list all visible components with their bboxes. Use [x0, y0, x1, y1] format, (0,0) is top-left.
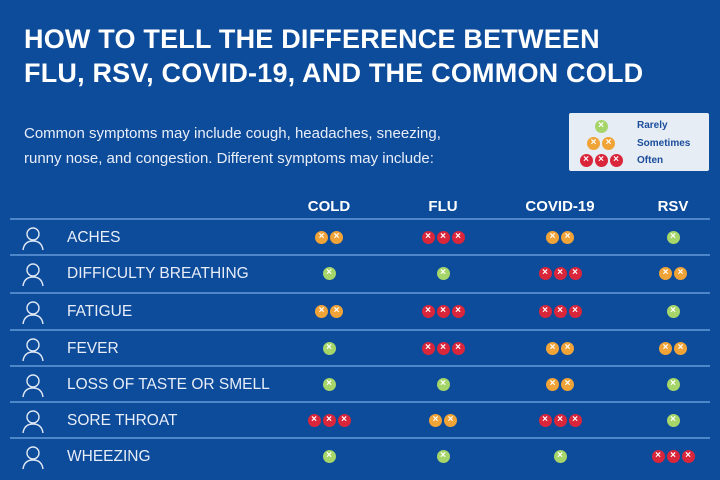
sometimes-indicator: × — [561, 341, 574, 355]
often-indicator: × — [436, 230, 450, 244]
loss-of-taste-smell-icon — [22, 374, 44, 398]
often-indicator: × — [553, 413, 567, 427]
rarely-indicator: × — [666, 377, 680, 391]
sometimes-indicator: × — [674, 266, 687, 280]
sometimes-indicator: × — [561, 377, 574, 391]
sometimes-indicator: × — [444, 413, 457, 427]
often-indicator: × — [538, 413, 552, 427]
often-indicator: × — [436, 304, 450, 318]
often-indicator: × — [307, 413, 321, 427]
fever-icon — [22, 338, 44, 362]
sometimes-indicator: × — [330, 230, 343, 244]
column-header: RSV — [657, 198, 689, 215]
sometimes-indicator: × — [546, 377, 559, 391]
symptom-name: ACHES — [67, 229, 121, 246]
sometimes-dot: × — [587, 136, 600, 150]
rarely-indicator: × — [322, 377, 336, 391]
often-indicator: × — [322, 413, 336, 427]
legend: Rarely Sometimes Often × × × × × × — [569, 113, 709, 171]
often-indicator: × — [553, 266, 567, 280]
table-row: ACHES × × × × × × × × — [10, 218, 710, 256]
sometimes-indicator: × — [659, 341, 672, 355]
title-line-1: HOW TO TELL THE DIFFERENCE BETWEEN — [24, 24, 600, 54]
often-dot: × — [594, 153, 608, 167]
rarely-indicator: × — [322, 266, 336, 280]
often-indicator: × — [568, 304, 582, 318]
symptom-name: FATIGUE — [67, 303, 133, 320]
legend-sometimes: Sometimes — [637, 138, 691, 149]
often-indicator: × — [553, 304, 567, 318]
table-row: FATIGUE × × × × × × × × × — [10, 292, 710, 330]
often-indicator: × — [681, 449, 695, 463]
symptom-name: DIFFICULTY BREATHING — [67, 265, 249, 282]
table-row: LOSS OF TASTE OR SMELL × × × × × — [10, 365, 710, 403]
sore-throat-icon — [22, 410, 44, 434]
rarely-indicator: × — [666, 304, 680, 318]
symptom-name: SORE THROAT — [67, 412, 178, 429]
rarely-indicator: × — [666, 230, 680, 244]
rarely-dot: × — [594, 119, 608, 133]
often-indicator: × — [568, 413, 582, 427]
page-title: HOW TO TELL THE DIFFERENCE BETWEEN FLU, … — [24, 22, 643, 90]
sometimes-dot: × — [602, 136, 615, 150]
often-indicator: × — [421, 304, 435, 318]
sometimes-indicator: × — [546, 230, 559, 244]
sometimes-indicator: × — [659, 266, 672, 280]
symptom-name: FEVER — [67, 340, 119, 357]
column-header: COVID-19 — [525, 198, 595, 215]
intro-text: Common symptoms may include cough, heada… — [24, 121, 564, 171]
sometimes-indicator: × — [429, 413, 442, 427]
rarely-indicator: × — [322, 341, 336, 355]
sometimes-indicator: × — [330, 304, 343, 318]
rarely-indicator: × — [553, 449, 567, 463]
legend-rarely: Rarely — [637, 120, 668, 131]
symptom-name: LOSS OF TASTE OR SMELL — [67, 376, 270, 393]
rarely-indicator: × — [666, 413, 680, 427]
often-dot: × — [579, 153, 593, 167]
rarely-indicator: × — [436, 449, 450, 463]
title-line-2: FLU, RSV, COVID-19, AND THE COMMON COLD — [24, 58, 644, 88]
table-row: SORE THROAT × × × × × × × × × — [10, 401, 710, 439]
table-row: DIFFICULTY BREATHING × × × × × × × — [10, 254, 710, 292]
table-row: WHEEZING × × × × × × — [10, 437, 710, 475]
fatigue-icon — [22, 301, 44, 325]
column-header: COLD — [307, 198, 351, 215]
often-indicator: × — [538, 266, 552, 280]
sometimes-indicator: × — [315, 230, 328, 244]
rarely-indicator: × — [436, 377, 450, 391]
legend-often: Often — [637, 155, 664, 166]
sometimes-indicator: × — [315, 304, 328, 318]
column-header: FLU — [428, 198, 458, 215]
aches-icon — [22, 227, 44, 251]
often-indicator: × — [538, 304, 552, 318]
often-indicator: × — [451, 304, 465, 318]
often-indicator: × — [421, 341, 435, 355]
intro-line-1: Common symptoms may include cough, heada… — [24, 125, 441, 142]
difficulty-breathing-icon — [22, 263, 44, 287]
table-row: FEVER × × × × × × × × — [10, 329, 710, 367]
often-indicator: × — [421, 230, 435, 244]
rarely-indicator: × — [436, 266, 450, 280]
often-indicator: × — [651, 449, 665, 463]
often-indicator: × — [337, 413, 351, 427]
often-indicator: × — [436, 341, 450, 355]
sometimes-indicator: × — [546, 341, 559, 355]
often-dot: × — [609, 153, 623, 167]
wheezing-icon — [22, 446, 44, 470]
intro-line-2: runny nose, and congestion. Different sy… — [24, 150, 434, 167]
often-indicator: × — [451, 230, 465, 244]
often-indicator: × — [568, 266, 582, 280]
often-indicator: × — [666, 449, 680, 463]
sometimes-indicator: × — [561, 230, 574, 244]
rarely-indicator: × — [322, 449, 336, 463]
sometimes-indicator: × — [674, 341, 687, 355]
often-indicator: × — [451, 341, 465, 355]
symptom-name: WHEEZING — [67, 448, 151, 465]
